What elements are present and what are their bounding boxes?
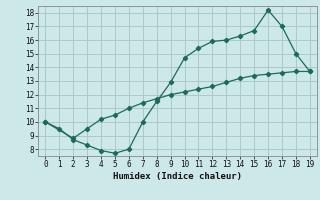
X-axis label: Humidex (Indice chaleur): Humidex (Indice chaleur)	[113, 172, 242, 181]
